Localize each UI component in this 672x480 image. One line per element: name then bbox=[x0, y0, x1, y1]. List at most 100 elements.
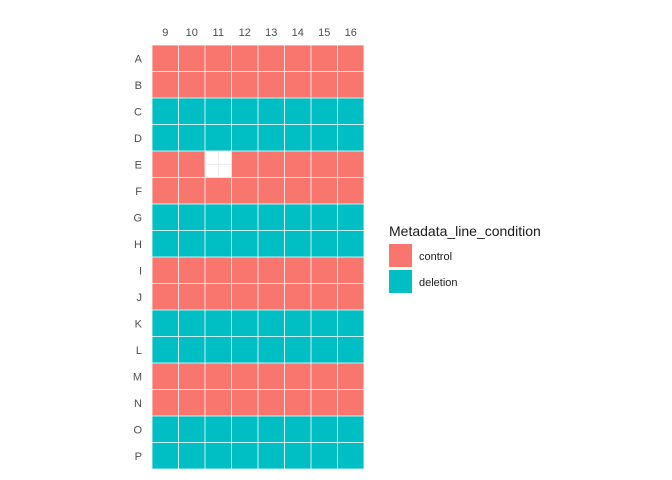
well-E16 bbox=[337, 151, 364, 178]
well-J15 bbox=[311, 283, 338, 310]
well-G16 bbox=[337, 204, 364, 231]
well-B9 bbox=[152, 71, 179, 98]
well-E15 bbox=[311, 151, 338, 178]
x-tick-label: 13 bbox=[265, 27, 277, 39]
well-I11 bbox=[205, 257, 232, 284]
well-J16 bbox=[337, 283, 364, 310]
well-J14 bbox=[284, 283, 311, 310]
well-L10 bbox=[178, 336, 205, 363]
well-H13 bbox=[258, 230, 285, 257]
well-L12 bbox=[231, 336, 258, 363]
well-D14 bbox=[284, 124, 311, 151]
gridlines bbox=[151, 44, 365, 470]
well-M11 bbox=[205, 363, 232, 390]
well-L9 bbox=[152, 336, 179, 363]
well-B11 bbox=[205, 71, 232, 98]
well-C15 bbox=[311, 98, 338, 125]
well-C12 bbox=[231, 98, 258, 125]
legend-key-deletion bbox=[389, 270, 412, 293]
well-D16 bbox=[337, 124, 364, 151]
well-M9 bbox=[152, 363, 179, 390]
well-I10 bbox=[178, 257, 205, 284]
well-B15 bbox=[311, 71, 338, 98]
well-K11 bbox=[205, 310, 232, 337]
well-J13 bbox=[258, 283, 285, 310]
x-tick-label: 11 bbox=[213, 27, 224, 39]
legend-title: Metadata_line_condition bbox=[389, 223, 541, 239]
well-O11 bbox=[205, 416, 232, 443]
well-M12 bbox=[231, 363, 258, 390]
well-N15 bbox=[311, 389, 338, 416]
well-N16 bbox=[337, 389, 364, 416]
y-tick-label: B bbox=[135, 80, 142, 92]
well-I16 bbox=[337, 257, 364, 284]
well-G15 bbox=[311, 204, 338, 231]
x-axis-ticks: 9 10 11 12 13 14 15 16 bbox=[162, 27, 357, 39]
well-D11 bbox=[205, 124, 232, 151]
well-M10 bbox=[178, 363, 205, 390]
well-O9 bbox=[152, 416, 179, 443]
legend-key-control bbox=[389, 244, 412, 267]
y-tick-label: P bbox=[135, 451, 142, 463]
well-F11 bbox=[205, 177, 232, 204]
well-N9 bbox=[152, 389, 179, 416]
well-F10 bbox=[178, 177, 205, 204]
well-J10 bbox=[178, 283, 205, 310]
well-A13 bbox=[258, 45, 285, 72]
well-F9 bbox=[152, 177, 179, 204]
heatmap-cells bbox=[152, 45, 364, 469]
y-tick-label: J bbox=[137, 292, 143, 304]
well-O15 bbox=[311, 416, 338, 443]
well-O12 bbox=[231, 416, 258, 443]
well-B13 bbox=[258, 71, 285, 98]
well-O16 bbox=[337, 416, 364, 443]
well-C16 bbox=[337, 98, 364, 125]
well-P10 bbox=[178, 442, 205, 469]
x-tick-label: 12 bbox=[239, 27, 251, 39]
y-tick-label: I bbox=[139, 265, 142, 277]
well-J9 bbox=[152, 283, 179, 310]
well-J12 bbox=[231, 283, 258, 310]
well-O14 bbox=[284, 416, 311, 443]
well-I9 bbox=[152, 257, 179, 284]
well-A12 bbox=[231, 45, 258, 72]
blank-cell-border bbox=[204, 150, 232, 178]
well-F15 bbox=[311, 177, 338, 204]
well-N13 bbox=[258, 389, 285, 416]
well-N12 bbox=[231, 389, 258, 416]
y-tick-label: K bbox=[135, 318, 143, 330]
well-M14 bbox=[284, 363, 311, 390]
well-D9 bbox=[152, 124, 179, 151]
well-G9 bbox=[152, 204, 179, 231]
well-E12 bbox=[231, 151, 258, 178]
well-K12 bbox=[231, 310, 258, 337]
well-N10 bbox=[178, 389, 205, 416]
well-I14 bbox=[284, 257, 311, 284]
x-tick-label: 10 bbox=[186, 27, 198, 39]
well-F16 bbox=[337, 177, 364, 204]
well-A15 bbox=[311, 45, 338, 72]
well-B14 bbox=[284, 71, 311, 98]
legend-label-control: control bbox=[419, 251, 452, 263]
well-N14 bbox=[284, 389, 311, 416]
well-E9 bbox=[152, 151, 179, 178]
y-tick-label: E bbox=[135, 159, 142, 171]
well-P12 bbox=[231, 442, 258, 469]
well-A16 bbox=[337, 45, 364, 72]
well-L14 bbox=[284, 336, 311, 363]
y-tick-label: D bbox=[134, 133, 142, 145]
y-tick-label: A bbox=[135, 53, 143, 65]
well-D10 bbox=[178, 124, 205, 151]
well-P15 bbox=[311, 442, 338, 469]
well-G14 bbox=[284, 204, 311, 231]
well-A14 bbox=[284, 45, 311, 72]
x-tick-label: 14 bbox=[292, 27, 304, 39]
well-I15 bbox=[311, 257, 338, 284]
x-tick-label: 15 bbox=[318, 27, 330, 39]
well-G12 bbox=[231, 204, 258, 231]
well-E13 bbox=[258, 151, 285, 178]
well-P13 bbox=[258, 442, 285, 469]
well-K10 bbox=[178, 310, 205, 337]
well-J11 bbox=[205, 283, 232, 310]
well-H10 bbox=[178, 230, 205, 257]
